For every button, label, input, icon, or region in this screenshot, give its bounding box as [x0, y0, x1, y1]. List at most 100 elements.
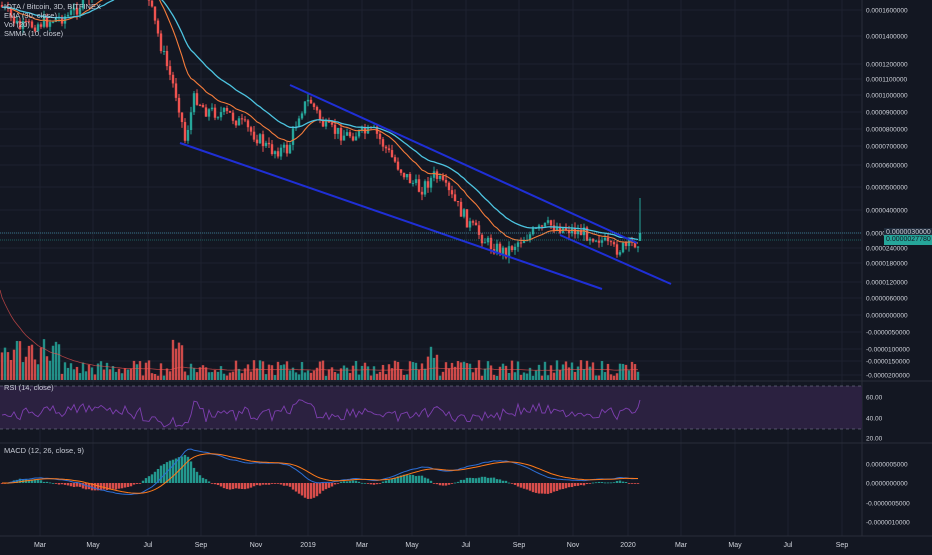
candle-body	[591, 238, 595, 242]
volume-bar	[342, 365, 346, 380]
macd-label[interactable]: MACD (12, 26, close, 9)	[4, 446, 85, 455]
candle-body	[396, 161, 400, 170]
volume-bar	[531, 375, 535, 380]
candle-body	[483, 242, 487, 244]
macd-histogram-bar	[84, 483, 88, 490]
candle-body	[189, 112, 193, 131]
macd-histogram-bar	[75, 483, 79, 487]
volume-bar	[447, 368, 451, 380]
volume-label[interactable]: Vol (20)	[4, 20, 30, 29]
volume-bar	[198, 367, 202, 380]
volume-bar	[186, 375, 190, 380]
volume-bar	[459, 362, 463, 380]
volume-bar	[543, 361, 547, 380]
price-axis-label: 0.0001400000	[866, 34, 908, 41]
time-axis-label: Sep	[836, 542, 849, 549]
volume-bar	[471, 372, 475, 380]
volume-bar	[603, 372, 607, 380]
volume-bar	[303, 372, 307, 380]
macd-histogram-bar	[543, 483, 547, 494]
macd-histogram-bar	[462, 479, 466, 483]
macd-histogram-bar	[39, 480, 43, 483]
macd-histogram-bar	[609, 482, 613, 484]
macd-histogram-bar	[138, 483, 142, 484]
macd-histogram-bar	[405, 475, 409, 483]
macd-histogram-bar	[111, 483, 115, 489]
candle-body	[240, 118, 244, 120]
candle-body	[528, 234, 532, 241]
volume-bar	[54, 341, 58, 380]
candle-body	[558, 226, 562, 233]
price-axis-label: 0.0000500000	[866, 185, 908, 192]
volume-bar	[30, 344, 34, 380]
candle-body	[594, 240, 598, 242]
candle-body	[504, 247, 508, 258]
candle-body	[462, 209, 466, 217]
candle-body	[0, 5, 4, 8]
macd-histogram-bar	[90, 483, 94, 491]
macd-histogram-bar	[444, 483, 448, 486]
rsi-label[interactable]: RSI (14, close)	[4, 383, 54, 392]
macd-histogram-bar	[417, 475, 421, 483]
candle-body	[447, 182, 451, 191]
volume-bar	[435, 354, 439, 380]
volume-bar	[366, 366, 370, 380]
rsi-axis-label: 60.00	[866, 395, 883, 402]
macd-histogram-bar	[330, 483, 334, 487]
macd-histogram-bar	[450, 483, 454, 484]
candle-body	[393, 157, 397, 162]
volume-bar	[102, 369, 106, 380]
volume-bar	[354, 360, 358, 380]
macd-histogram-bar	[585, 483, 589, 485]
candle-body	[633, 242, 637, 248]
candle-body	[609, 241, 613, 243]
volume-bar	[618, 363, 622, 380]
volume-bar	[480, 375, 484, 380]
price-axis-label: 0.0000060000	[866, 296, 908, 303]
macd-histogram-bar	[426, 478, 430, 483]
volume-bar	[297, 374, 301, 380]
volume-bar	[444, 362, 448, 380]
volume-bar	[192, 368, 196, 380]
candle-body	[246, 120, 250, 128]
volume-bar	[375, 373, 379, 380]
volume-bar	[24, 356, 28, 380]
candle-body	[21, 20, 25, 29]
volume-bar	[477, 360, 481, 380]
macd-histogram-bar	[132, 483, 136, 485]
volume-bar	[267, 364, 271, 380]
macd-histogram-bar	[216, 483, 220, 486]
volume-bar	[411, 362, 415, 380]
macd-histogram-bar	[126, 483, 130, 487]
candle-body	[543, 222, 547, 227]
candle-body	[378, 133, 382, 140]
macd-histogram-bar	[381, 481, 385, 483]
macd-histogram-bar	[150, 474, 154, 483]
volume-bar	[51, 345, 55, 380]
candle-body	[225, 107, 229, 111]
volume-bar	[384, 374, 388, 380]
symbol-label[interactable]: IOTA / Bitcoin, 3D, BITFINEX	[4, 2, 101, 11]
candle-body	[255, 139, 259, 144]
macd-histogram-bar	[600, 482, 604, 483]
price-axis-label: 0.0000180000	[866, 261, 908, 268]
price-axis-label: -0.0000150000	[866, 359, 910, 366]
time-axis-label: Mar	[356, 542, 369, 549]
volume-bar	[33, 359, 37, 380]
macd-histogram-bar	[135, 483, 139, 484]
volume-bar	[519, 374, 523, 380]
smma-label[interactable]: SMMA (10, close)	[4, 29, 64, 38]
macd-histogram-bar	[222, 483, 226, 489]
volume-bar	[6, 352, 10, 380]
prior-price-tag: 0.0000030000	[884, 228, 932, 238]
volume-bar	[156, 375, 160, 380]
ema-label[interactable]: EMA (30, close)	[4, 11, 57, 20]
volume-bar	[282, 364, 286, 380]
volume-bar	[546, 375, 550, 380]
candle-body	[42, 16, 46, 27]
candle-body	[600, 240, 604, 243]
macd-histogram-bar	[552, 483, 556, 492]
candle-body	[258, 134, 262, 144]
volume-bar	[627, 370, 631, 380]
